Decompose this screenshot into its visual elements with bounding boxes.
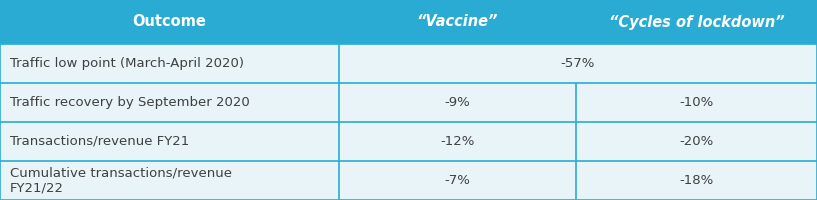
Text: “Cycles of lockdown”: “Cycles of lockdown” (609, 15, 784, 29)
Text: -10%: -10% (680, 96, 713, 109)
Text: -18%: -18% (680, 174, 713, 187)
Text: Traffic recovery by September 2020: Traffic recovery by September 2020 (10, 96, 249, 109)
Text: Cumulative transactions/revenue
FY21/22: Cumulative transactions/revenue FY21/22 (10, 166, 232, 194)
Text: Transactions/revenue FY21: Transactions/revenue FY21 (10, 135, 189, 148)
Bar (0, 44, 817, 83)
Text: Traffic low point (March-April 2020): Traffic low point (March-April 2020) (10, 57, 243, 70)
Text: “Vaccine”: “Vaccine” (417, 15, 498, 29)
Bar (0, 83, 817, 122)
Bar (0, 122, 817, 161)
Text: -7%: -7% (444, 174, 471, 187)
Text: -57%: -57% (560, 57, 596, 70)
Bar (0, 161, 817, 200)
Bar (0, 0, 817, 44)
Text: -12%: -12% (440, 135, 475, 148)
Text: -20%: -20% (680, 135, 713, 148)
Text: -9%: -9% (444, 96, 471, 109)
Text: Outcome: Outcome (132, 15, 207, 29)
